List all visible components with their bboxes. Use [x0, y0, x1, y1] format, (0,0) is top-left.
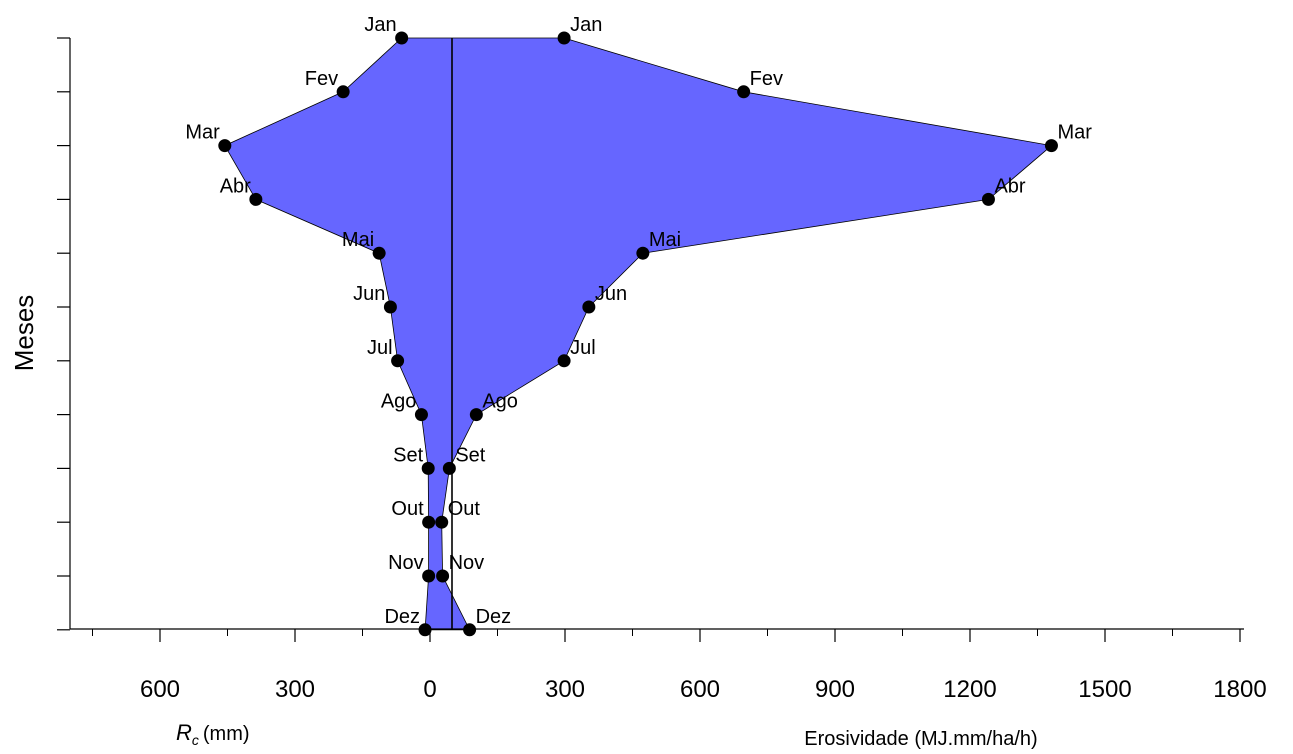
- axis-titles: Meses Rc (mm) Erosividade (MJ.mm/ha/h): [9, 295, 1038, 750]
- x-axis-title-left: Rc (mm): [176, 720, 250, 748]
- erosivity-point-out: [435, 515, 449, 529]
- erosivity-label-jan: Jan: [570, 14, 602, 36]
- erosivity-label-dez: Dez: [476, 606, 512, 628]
- x-tick-label: 1500: [1078, 676, 1131, 703]
- x-tick-label: 300: [275, 676, 315, 703]
- rc-point-nov: [422, 569, 436, 583]
- x-tick-label: 1800: [1213, 676, 1266, 703]
- x-tick-label: 900: [815, 676, 855, 703]
- x-tick-label: 600: [140, 676, 180, 703]
- rc-label-jun: Jun: [353, 283, 385, 305]
- erosivity-label-nov: Nov: [449, 552, 485, 574]
- rc-point-set: [421, 461, 435, 475]
- x-axis-title-right: Erosividade (MJ.mm/ha/h): [804, 728, 1037, 750]
- rc-label-jan: Jan: [364, 14, 396, 36]
- rc-point-out: [422, 515, 436, 529]
- erosivity-point-mai: [636, 246, 650, 260]
- rc-label-out: Out: [391, 498, 424, 520]
- x-tick-label: 600: [680, 676, 720, 703]
- rc-point-mai: [372, 246, 386, 260]
- erosivity-label-jul: Jul: [570, 337, 596, 359]
- rc-point-jul: [391, 354, 405, 368]
- erosivity-label-mar: Mar: [1057, 122, 1092, 144]
- erosivity-point-mar: [1044, 139, 1058, 153]
- erosivity-point-set: [442, 461, 456, 475]
- erosion-rainfall-area: [224, 37, 1053, 631]
- rc-label-mar: Mar: [185, 122, 220, 144]
- rc-label-ago: Ago: [381, 391, 417, 413]
- plot-area: Jan Jan Fev Fev Mar Mar Abr Abr Mai Mai Jun Jun Jul J…: [185, 14, 1092, 637]
- rc-point-mar: [218, 139, 232, 153]
- rc-label-nov: Nov: [388, 552, 424, 574]
- erosivity-point-dez: [463, 623, 477, 637]
- x-tick-label: 300: [545, 676, 585, 703]
- rc-label-mai: Mai: [342, 229, 374, 251]
- erosivity-label-ago: Ago: [482, 391, 518, 413]
- erosivity-point-fev: [737, 85, 751, 99]
- y-axis-title: Meses: [9, 295, 39, 372]
- rc-label-fev: Fev: [305, 68, 338, 90]
- rc-label-jul: Jul: [367, 337, 393, 359]
- erosivity-point-jan: [557, 31, 571, 45]
- x-axis-title-left-symbol: R: [176, 720, 192, 745]
- erosivity-label-out: Out: [448, 498, 481, 520]
- axes: 600 300 0 300 600 900 1200 1500 1800: [57, 37, 1267, 703]
- erosivity-point-ago: [469, 408, 483, 422]
- rc-point-abr: [249, 192, 263, 206]
- x-axis-title-left-unit: (mm): [203, 723, 250, 745]
- erosivity-point-nov: [436, 569, 450, 583]
- erosivity-point-jun: [582, 300, 596, 314]
- erosivity-label-fev: Fev: [750, 68, 783, 90]
- erosivity-point-jul: [557, 354, 571, 368]
- erosivity-label-abr: Abr: [994, 175, 1025, 197]
- x-axis-title-left-subscript: c: [192, 732, 199, 748]
- erosivity-label-mai: Mai: [649, 229, 681, 251]
- rc-point-jan: [395, 31, 409, 45]
- rc-point-dez: [418, 623, 432, 637]
- rc-point-jun: [383, 300, 397, 314]
- rc-label-set: Set: [393, 444, 423, 466]
- rc-label-dez: Dez: [384, 606, 420, 628]
- erosivity-label-set: Set: [455, 444, 485, 466]
- rc-label-abr: Abr: [220, 175, 251, 197]
- x-tick-label: 0: [423, 676, 436, 703]
- erosivity-point-abr: [981, 192, 995, 206]
- x-tick-label: 1200: [943, 676, 996, 703]
- erosivity-label-jun: Jun: [595, 283, 627, 305]
- rc-point-fev: [336, 85, 350, 99]
- rc-point-ago: [414, 408, 428, 422]
